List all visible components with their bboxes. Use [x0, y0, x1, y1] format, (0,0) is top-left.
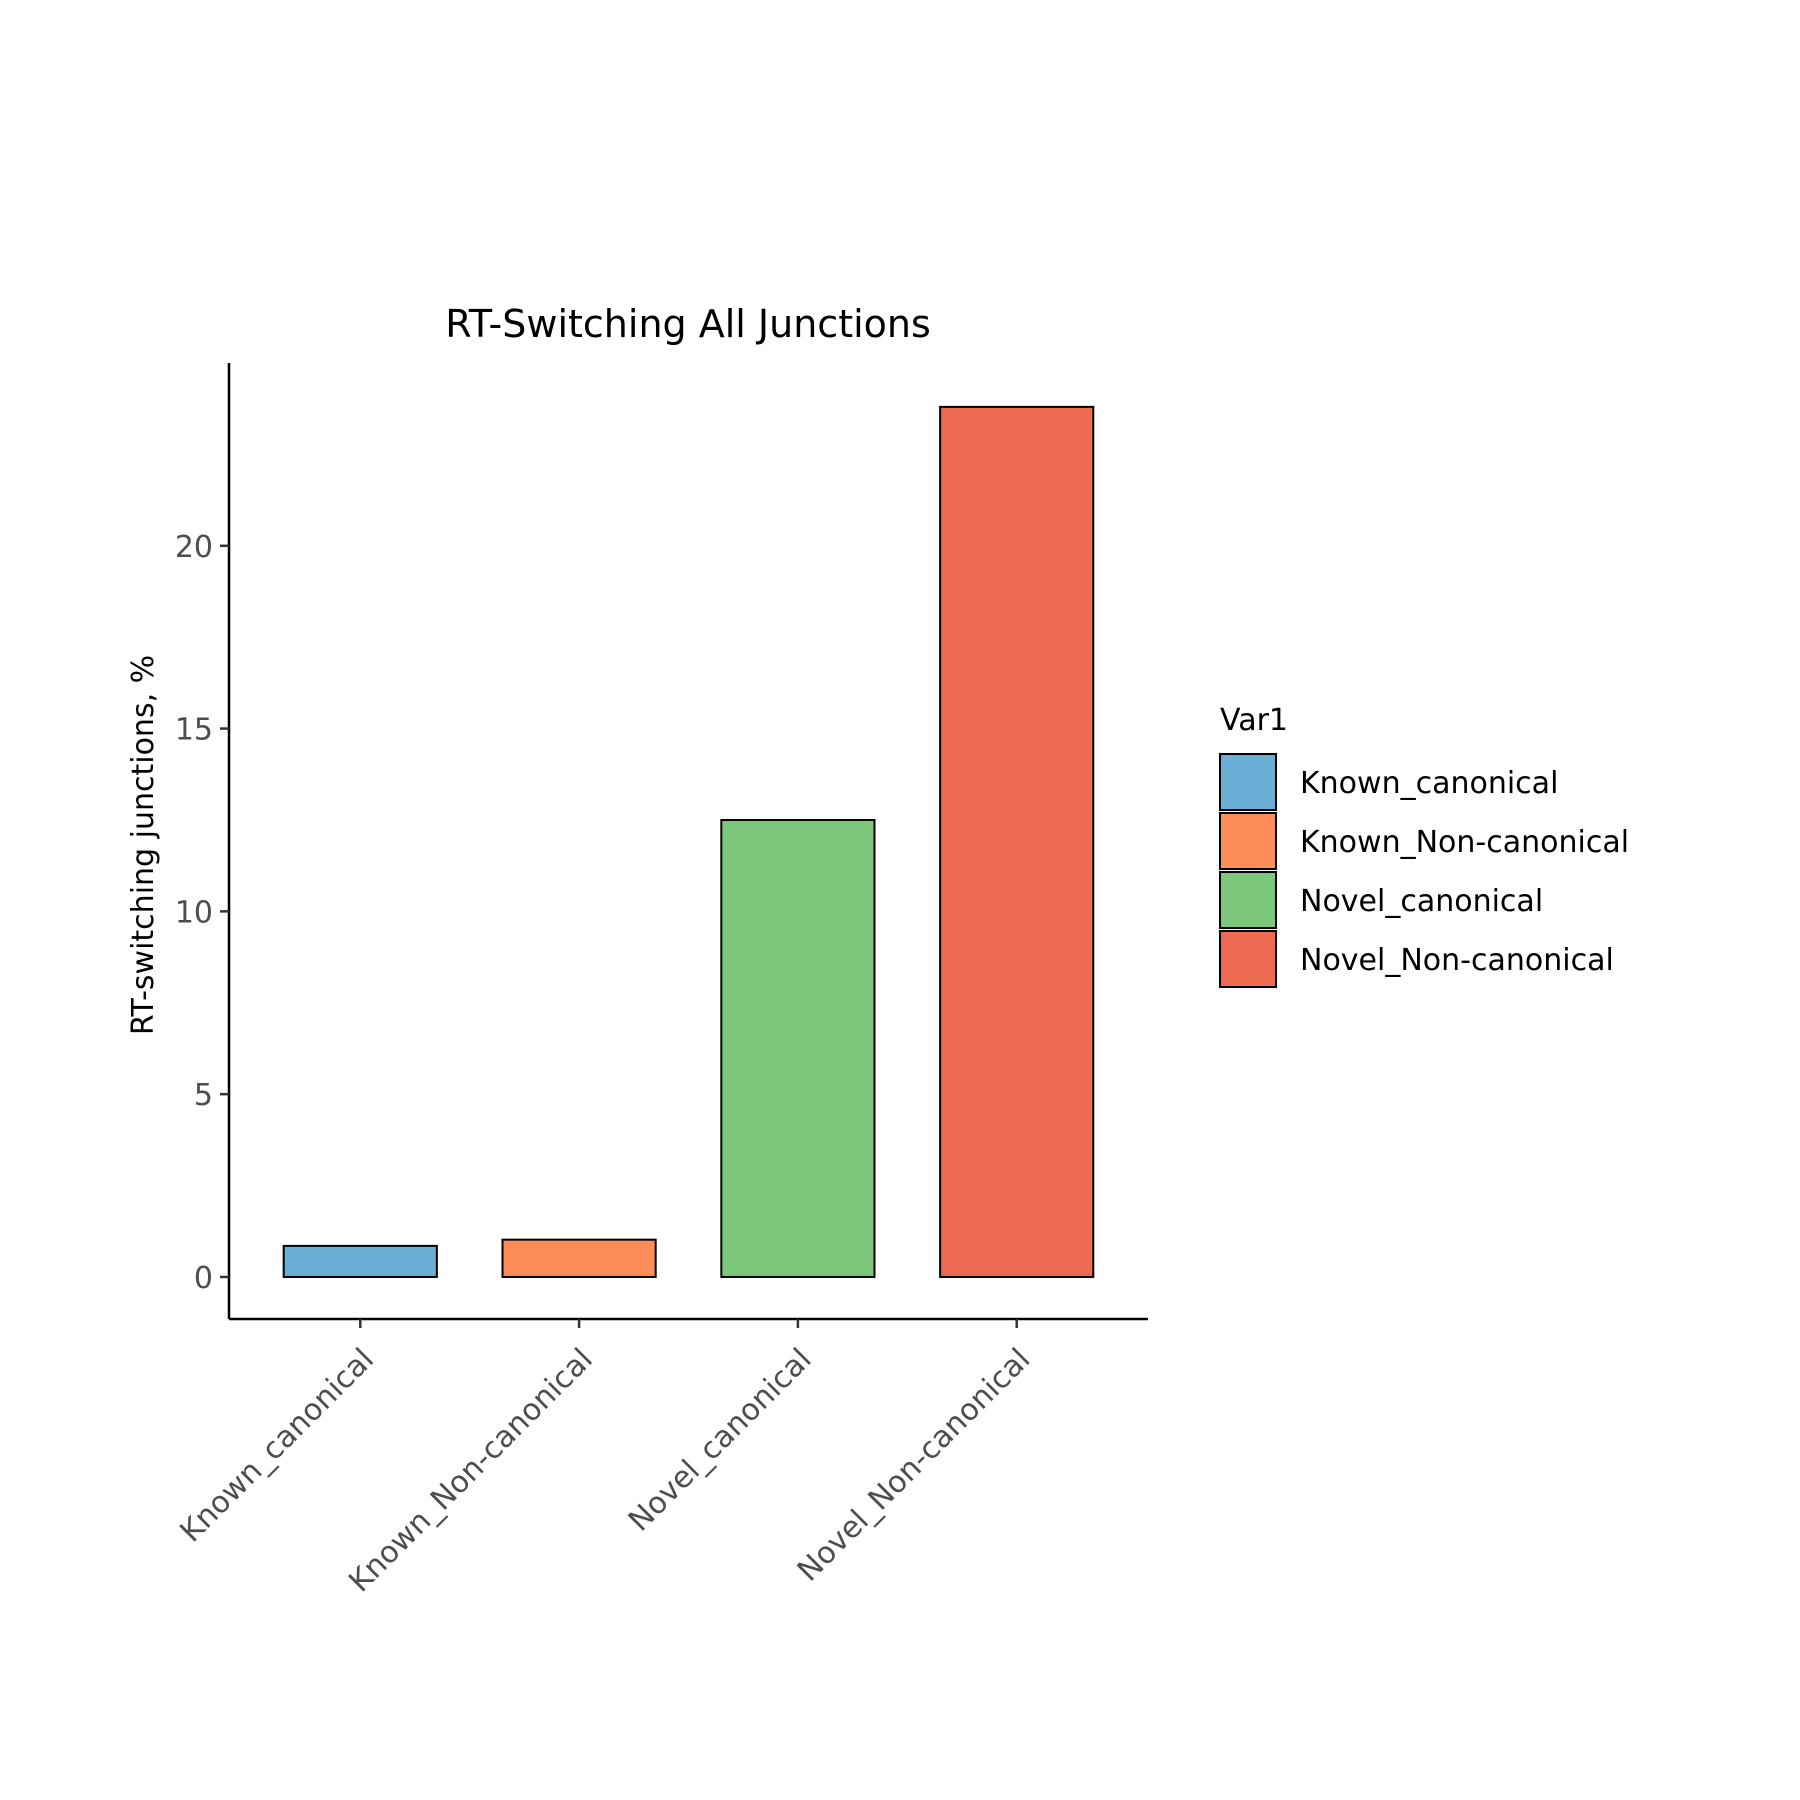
legend-swatch — [1219, 753, 1277, 811]
bar-known-non-canonical — [501, 1238, 657, 1278]
legend-swatch — [1219, 812, 1277, 870]
x-tick-label: Known_canonical — [173, 1342, 380, 1549]
x-tick-label: Novel_canonical — [622, 1342, 819, 1539]
y-tick-label: 10 — [175, 895, 213, 930]
axes-layer — [227, 363, 1148, 1321]
legend-label: Novel_canonical — [1300, 884, 1543, 919]
legend-title: Var1 — [1220, 703, 1288, 738]
legend-swatch — [1219, 930, 1277, 988]
legend: Var1 Known_canonical Known_Non-canonical N… — [1219, 703, 1629, 988]
bar-novel-non-canonical — [939, 405, 1095, 1278]
legend-label: Novel_Non-canonical — [1300, 943, 1614, 978]
x-tick-label: Novel_Non-canonical — [791, 1342, 1038, 1589]
y-axis-label: RT-switching junctions, % — [126, 655, 161, 1035]
legend-label: Known_Non-canonical — [1300, 825, 1629, 860]
y-ticks: 0 5 10 15 20 — [175, 530, 229, 1296]
x-tick-label: Known_Non-canonical — [342, 1342, 599, 1599]
bars-layer — [282, 405, 1095, 1278]
y-tick-label: 5 — [194, 1078, 213, 1113]
y-tick-label: 15 — [175, 713, 213, 748]
legend-swatch — [1219, 871, 1277, 929]
bar-novel-canonical — [720, 818, 876, 1278]
y-tick-label: 20 — [175, 530, 213, 565]
y-tick-label: 0 — [194, 1261, 213, 1296]
chart-title: RT-Switching All Junctions — [445, 302, 931, 346]
legend-label: Known_canonical — [1300, 766, 1558, 801]
legend-items: Known_canonical Known_Non-canonical Novel_… — [1219, 753, 1629, 988]
bar-known-canonical — [282, 1244, 438, 1278]
